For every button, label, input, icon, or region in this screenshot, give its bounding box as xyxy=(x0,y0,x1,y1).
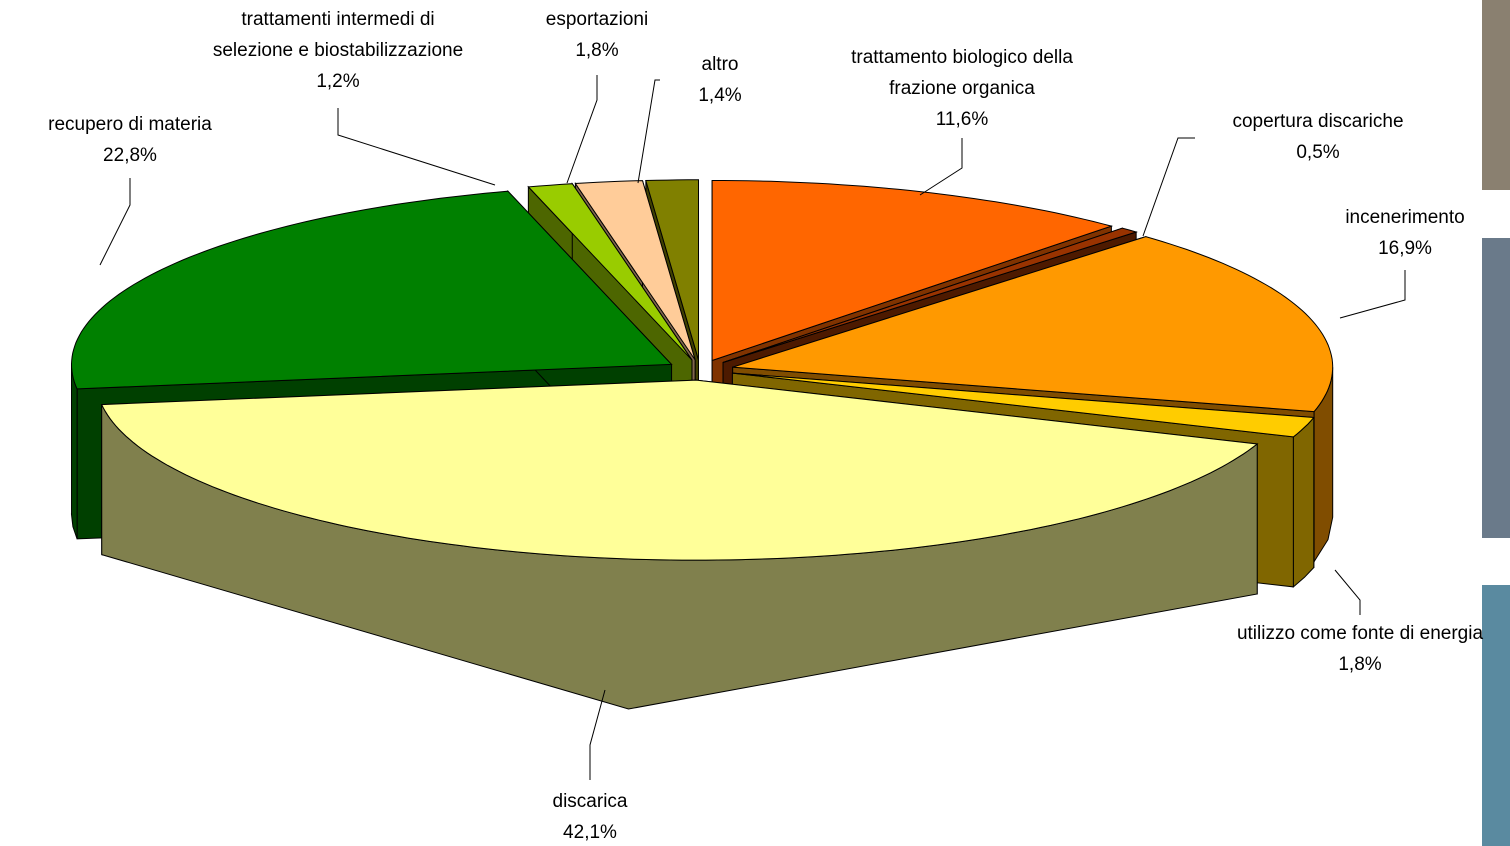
value-label: 16,9% xyxy=(1378,238,1432,259)
slice xyxy=(100,379,1259,710)
side-photo xyxy=(1482,238,1510,538)
slice-top xyxy=(732,372,1315,438)
slice-label: incenerimento 16,9% xyxy=(1345,202,1464,264)
value-label: 1,4% xyxy=(698,85,742,106)
slice-top xyxy=(711,180,1114,362)
category-label: recupero di materia xyxy=(48,114,212,135)
slice-top xyxy=(645,179,700,360)
slice-label: utilizzo come fonte di energia 1,8% xyxy=(1237,618,1483,680)
value-label: 22,8% xyxy=(103,145,157,166)
category-label: copertura discariche xyxy=(1232,111,1404,132)
slice-top xyxy=(722,227,1138,363)
value-label: 1,8% xyxy=(575,40,619,61)
slice-label: trattamento biologico della frazione org… xyxy=(851,42,1073,135)
leader-line xyxy=(637,79,660,184)
slice-top xyxy=(100,379,1259,561)
slice-label: trattamenti intermedi di selezione e bio… xyxy=(213,4,463,97)
category-label: esportazioni xyxy=(545,9,649,30)
value-label: 1,8% xyxy=(1338,654,1382,675)
leader-line xyxy=(1334,569,1361,615)
slice-label: esportazioni 1,8% xyxy=(546,4,648,66)
category-label: altro xyxy=(701,54,739,75)
category-label: trattamento biologico della frazione org… xyxy=(851,47,1073,99)
leader-line xyxy=(589,689,606,780)
leader-line xyxy=(919,138,963,196)
value-label: 1,2% xyxy=(316,71,360,92)
slice-label: copertura discariche 0,5% xyxy=(1232,106,1403,168)
slice-side xyxy=(70,364,78,540)
leader-line xyxy=(337,108,496,186)
leader-line xyxy=(1142,137,1195,237)
slice-top xyxy=(527,183,693,361)
value-label: 0,5% xyxy=(1296,142,1340,163)
category-label: trattamenti intermedi di selezione e bio… xyxy=(212,9,464,61)
category-label: incenerimento xyxy=(1345,207,1465,228)
slice-label: altro 1,4% xyxy=(698,49,741,111)
category-label: discarica xyxy=(552,791,628,812)
value-label: 42,1% xyxy=(563,822,617,843)
slice-label: discarica 42,1% xyxy=(553,786,628,846)
side-photo xyxy=(1482,585,1510,846)
value-label: 11,6% xyxy=(935,109,989,130)
leader-line xyxy=(99,178,131,266)
slice-top xyxy=(732,236,1334,413)
slice-label: recupero di materia 22,8% xyxy=(48,109,212,171)
side-photo xyxy=(1482,0,1510,190)
leader-line xyxy=(566,75,598,184)
category-label: utilizzo come fonte di energia xyxy=(1236,623,1484,644)
slice-side xyxy=(1292,416,1315,588)
leader-line xyxy=(1339,270,1406,319)
slice-top xyxy=(70,190,673,390)
